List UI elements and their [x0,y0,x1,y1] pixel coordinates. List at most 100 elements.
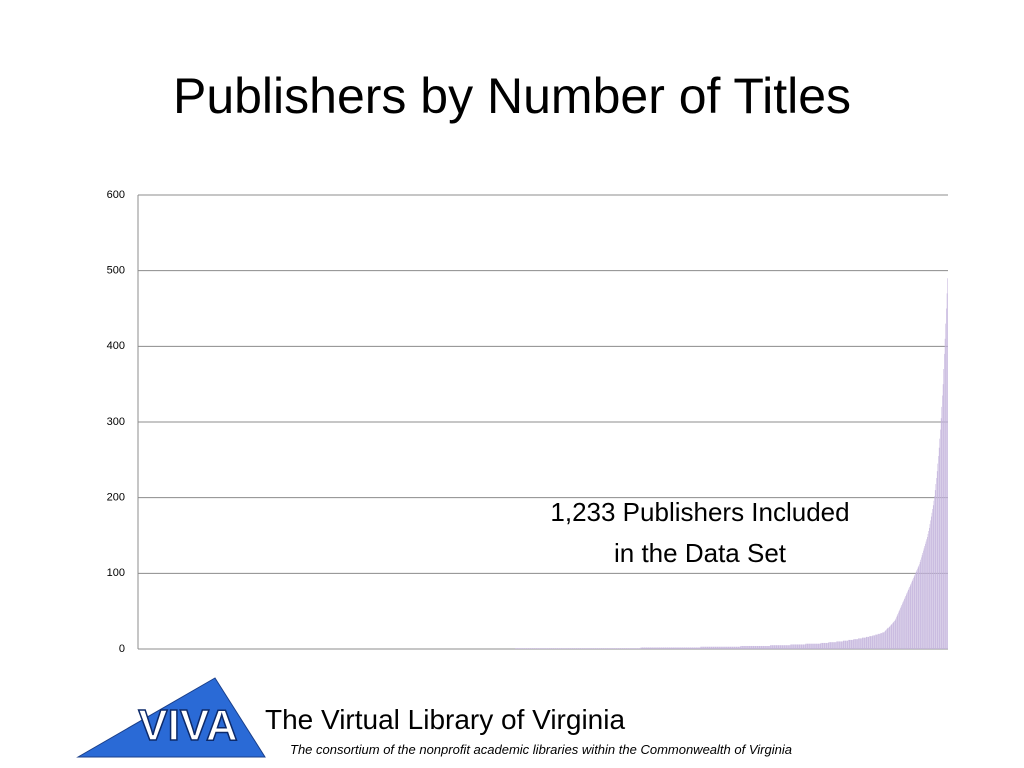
bar [900,606,902,649]
bar [527,648,529,649]
bar [812,643,813,649]
bar [703,646,704,649]
bar [855,639,856,649]
bar [804,644,806,649]
bar [563,648,564,649]
bar [731,646,733,649]
bar [611,648,613,649]
bar [768,645,770,649]
bar [615,648,616,649]
bar [893,621,895,649]
bar [694,647,696,649]
bar [532,648,533,649]
bar [926,539,927,649]
bar [820,642,822,649]
bar [536,648,537,649]
bar [886,629,887,649]
bar [605,648,607,649]
bar [622,648,623,649]
bar [757,645,759,649]
bar [701,646,703,649]
bar [535,648,537,649]
bar [628,648,630,649]
bar [923,548,925,649]
bar [727,646,728,649]
bar [610,648,611,649]
bar [603,648,604,649]
bar [910,583,912,649]
bar [871,636,872,649]
bar [704,646,705,649]
bar [712,646,713,649]
bar [644,647,646,649]
bar [835,642,837,649]
bar [845,640,847,649]
bar [639,648,641,649]
bar [678,647,679,649]
bar [712,646,714,649]
bar [634,648,635,649]
bar [693,647,694,649]
bar [898,611,900,649]
bar [833,642,835,649]
bar [738,646,740,649]
bar [641,647,643,649]
bar [825,642,826,649]
bar [597,648,599,649]
bar [860,638,862,649]
bar [586,648,588,649]
bar [643,647,645,649]
bar [596,648,598,649]
y-tick-label: 0 [119,643,125,655]
bar [794,644,795,649]
bar [521,648,522,649]
bar [802,644,804,649]
bar [561,648,563,649]
bar [592,648,593,649]
bar [867,636,868,649]
bar [523,648,525,649]
bar [783,645,785,649]
bar [594,648,596,649]
bar [802,644,803,649]
bar [887,627,889,649]
bar [871,636,873,649]
bar [548,648,550,649]
bar [687,647,688,649]
bar [818,643,820,649]
bar [600,648,602,649]
bar [750,645,751,649]
bar [830,642,831,649]
bar [790,644,791,649]
bar [810,643,812,649]
bar [814,643,815,649]
bar [885,630,886,649]
bar [859,638,860,649]
bar [923,550,924,649]
bar [932,505,934,649]
bar [819,643,820,649]
bar [555,648,557,649]
bar [883,632,884,649]
bar [623,648,625,649]
bar [835,642,836,649]
bar [787,645,788,649]
bar [722,646,724,649]
bar [785,645,786,649]
bar [945,323,946,649]
bar [595,648,597,649]
bar [808,643,809,649]
bar [691,647,693,649]
bar [747,645,749,649]
bar [863,637,865,649]
bar [685,647,686,649]
bar [618,648,619,649]
bar [724,646,726,649]
bar [892,623,893,649]
bar [851,639,853,649]
bar [552,648,554,649]
bar [812,643,814,649]
bar [805,643,807,649]
bar [752,645,754,649]
bar [811,643,812,649]
